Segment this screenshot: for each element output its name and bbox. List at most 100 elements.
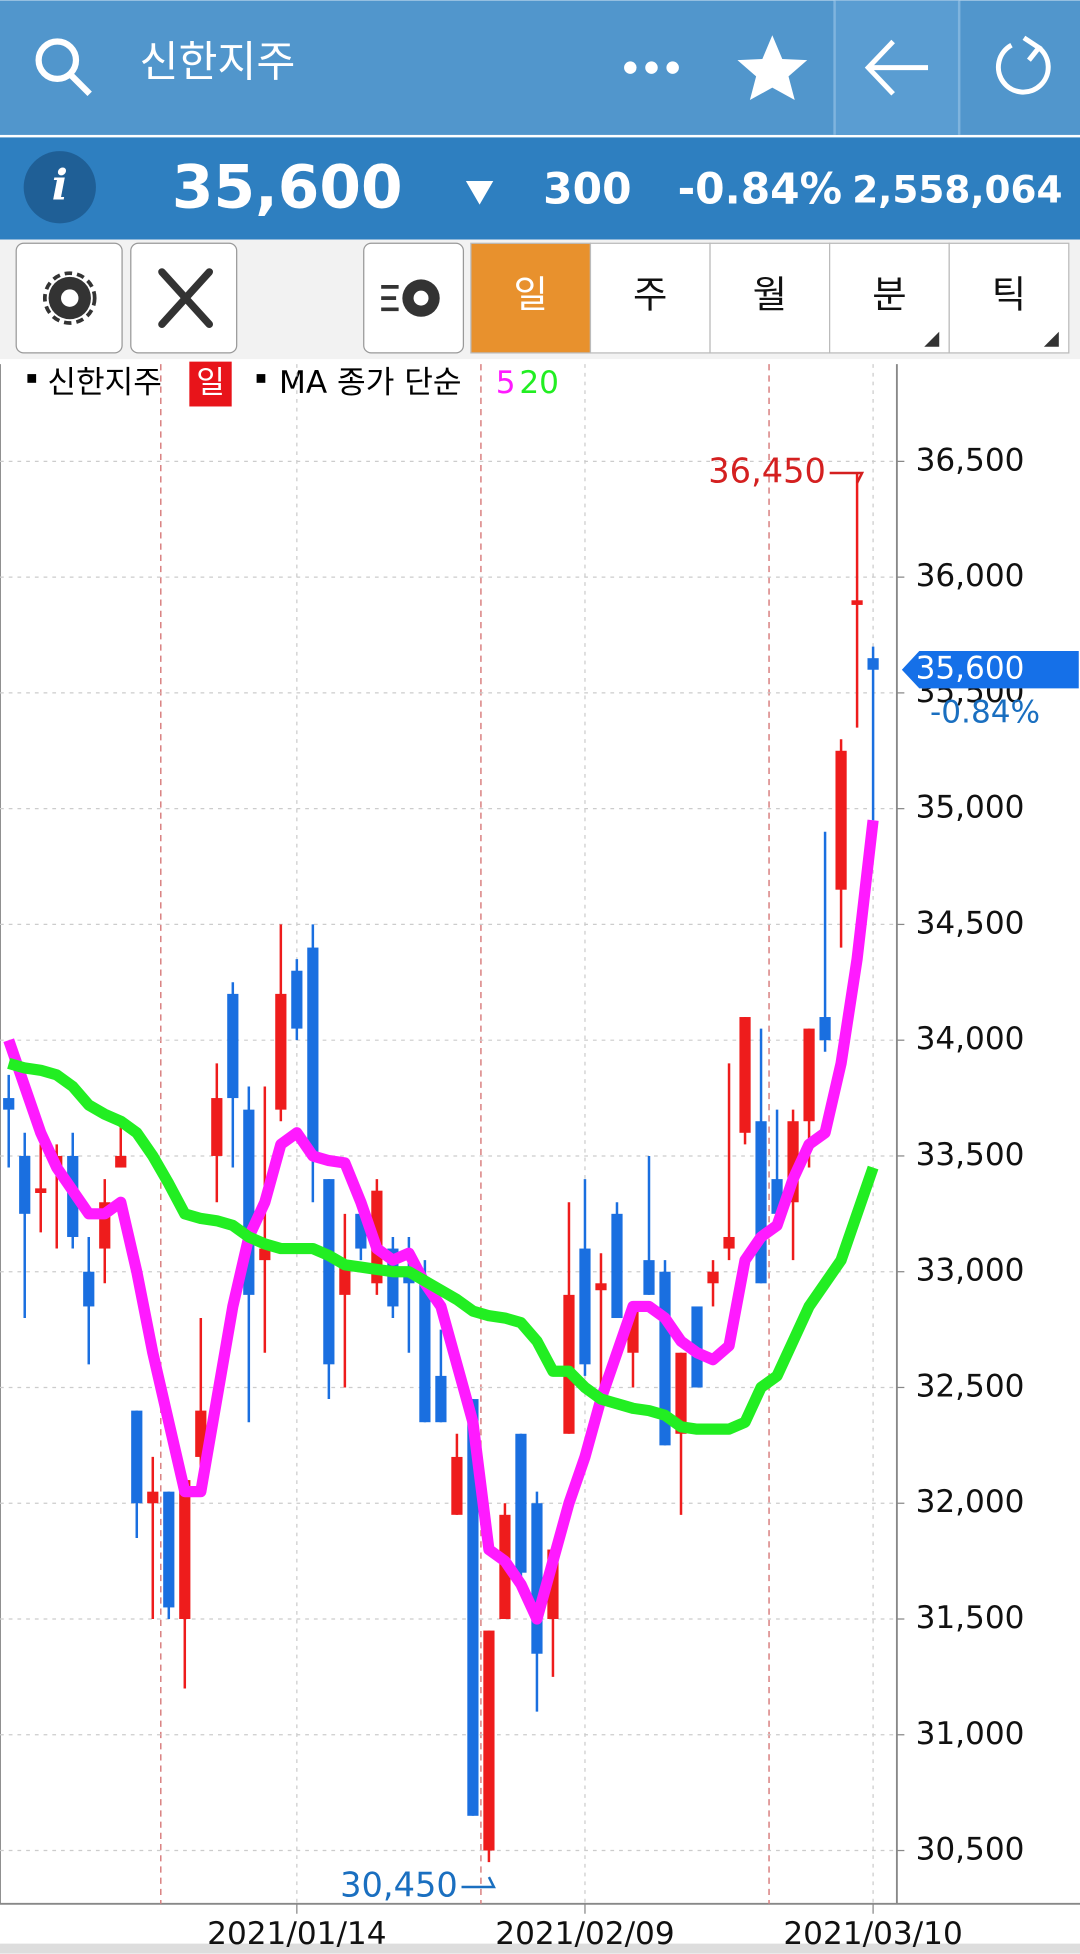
stock-title: 신한지주 <box>140 38 296 87</box>
y-tick-label: 35,000 <box>916 790 1025 826</box>
legend-period: 일 <box>196 365 225 401</box>
candle-body <box>419 1283 431 1423</box>
y-tick-label: 33,500 <box>916 1137 1025 1173</box>
y-tick-label: 32,500 <box>916 1368 1025 1404</box>
candle-body <box>547 1549 559 1620</box>
candle-body <box>243 1109 255 1295</box>
candle-body <box>867 658 879 670</box>
y-tick-label: 34,000 <box>916 1021 1025 1057</box>
candle-body <box>739 1017 751 1133</box>
candle-body <box>835 750 847 890</box>
period-tab[interactable] <box>828 242 950 354</box>
x-tick-label: 2021/02/09 <box>495 1916 674 1952</box>
legend-candle: 신한지주 <box>47 365 162 401</box>
tab-corner <box>924 331 940 347</box>
candle-body <box>723 1236 735 1249</box>
period-tab[interactable] <box>470 242 592 354</box>
down-arrow <box>465 181 494 205</box>
high-label: 36,450 <box>708 451 826 490</box>
candle-body <box>675 1352 687 1434</box>
candle-body <box>563 1294 575 1434</box>
legend-ma-period: 5 <box>496 365 516 401</box>
last-price-label: 35,600 <box>916 651 1025 687</box>
y-tick-label: 34,500 <box>916 905 1025 941</box>
candle-body <box>531 1503 543 1654</box>
star-icon[interactable] <box>737 35 808 101</box>
candle-body <box>627 1306 639 1353</box>
period-tab[interactable] <box>948 242 1070 354</box>
y-tick-label: 36,000 <box>916 558 1025 594</box>
candle-body <box>851 600 863 605</box>
candle-body <box>195 1410 207 1457</box>
low-pointer <box>461 1876 496 1889</box>
candle-body <box>611 1213 623 1319</box>
search-icon[interactable] <box>35 38 92 97</box>
candle-body <box>3 1098 15 1110</box>
candle-body <box>307 947 319 1156</box>
candle-body <box>227 993 239 1099</box>
change: 300 <box>543 165 631 214</box>
period-tab[interactable] <box>709 242 831 354</box>
candle-body <box>387 1248 399 1307</box>
plot: 30,500 31,000 31,500 32,000 32,500 33,000 33,5… <box>0 364 1079 1952</box>
candle-body <box>339 1260 351 1295</box>
more-icon[interactable] <box>624 61 679 74</box>
y-tick-label: 30,500 <box>916 1832 1025 1868</box>
y-tick-label: 32,000 <box>916 1484 1025 1520</box>
candle-body <box>355 1213 367 1249</box>
candle-body <box>579 1248 591 1365</box>
last-change-label: -0.84% <box>930 694 1040 730</box>
volume: 2,558,064 <box>852 168 1062 212</box>
y-tick-label: 33,000 <box>916 1253 1025 1289</box>
info-button[interactable] <box>23 151 96 224</box>
candle-body <box>163 1491 175 1608</box>
last-price-tag <box>901 651 1079 689</box>
legend-ma-period: 20 <box>519 365 559 401</box>
candle-body <box>595 1283 607 1291</box>
change-pct: -0.84% <box>678 165 842 214</box>
candle-body <box>99 1202 111 1249</box>
ma-line <box>7 1057 879 1435</box>
y-tick-label: 36,500 <box>916 442 1025 478</box>
candle-body <box>147 1491 159 1504</box>
candle-body <box>291 970 303 1029</box>
candle-body <box>115 1155 127 1168</box>
period-tab-label: 틱 <box>992 272 1026 316</box>
candle-body <box>819 1017 831 1041</box>
candle-body <box>515 1433 527 1573</box>
candle-body <box>211 1098 223 1156</box>
candle-body <box>451 1456 463 1515</box>
ma-line <box>3 819 879 1625</box>
candle-body <box>803 1028 815 1122</box>
period-tab-label: 분 <box>872 272 906 316</box>
candle-body <box>83 1271 95 1307</box>
low-label: 30,450 <box>340 1866 458 1905</box>
candle-body <box>259 1248 271 1261</box>
period-tab-label: 주 <box>633 272 667 316</box>
candle-body <box>435 1375 447 1423</box>
x-tick-label: 2021/03/10 <box>783 1916 962 1952</box>
period-tab-label: 일 <box>513 272 547 316</box>
period-tab-label: 월 <box>753 272 787 316</box>
y-tick-label: 31,000 <box>916 1716 1025 1752</box>
price-bar <box>0 137 1080 240</box>
candle-body <box>467 1399 479 1816</box>
candle-body <box>707 1271 719 1284</box>
candle-body <box>755 1121 767 1284</box>
svg-text:i: i <box>52 159 68 209</box>
candle-body <box>771 1179 783 1214</box>
refresh-icon[interactable] <box>995 35 1051 95</box>
legend-period-bg <box>189 361 232 407</box>
candle-body <box>19 1155 31 1214</box>
candle-body <box>323 1179 335 1365</box>
candle-body <box>659 1271 671 1446</box>
candle-body <box>35 1188 47 1193</box>
tools-icon <box>158 268 214 329</box>
back-icon[interactable] <box>864 39 929 96</box>
candle-body <box>787 1121 799 1203</box>
y-tick-label: 31,500 <box>916 1600 1025 1636</box>
legend-ma: MA 종가 단순 <box>279 365 461 401</box>
gear-icon <box>48 276 91 320</box>
price: 35,600 <box>172 154 403 223</box>
